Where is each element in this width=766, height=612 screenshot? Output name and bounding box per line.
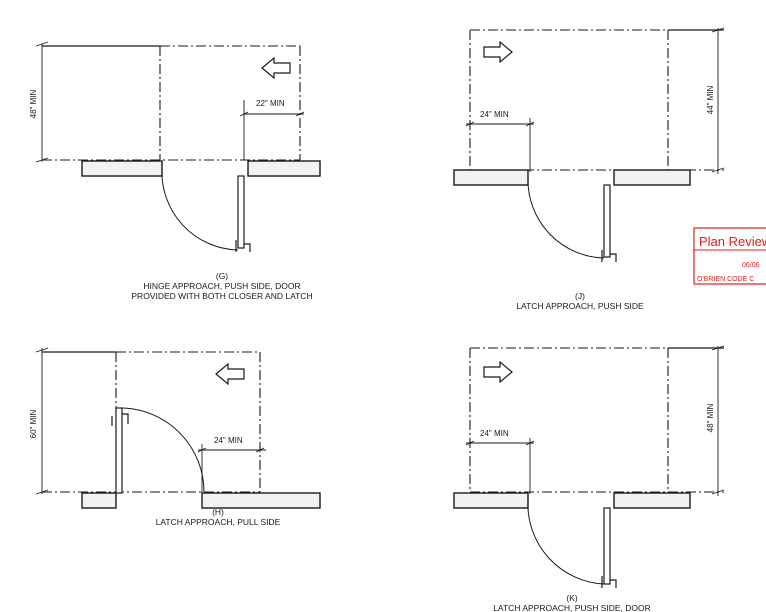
diagram-j: 44" MIN 24" MIN (J) LATCH APPROACH, PUSH… xyxy=(453,27,725,311)
depth-label-h: 60" MIN xyxy=(29,409,38,438)
direction-arrow-j xyxy=(483,40,513,64)
wall-left-h xyxy=(81,492,117,509)
caption-label-k: (K) xyxy=(566,593,578,603)
depth-label-j: 44" MIN xyxy=(706,85,715,114)
wall-left-g xyxy=(81,160,163,177)
caption-title-k: LATCH APPROACH, PUSH SIDE, DOOR xyxy=(493,603,651,612)
wall-right-j xyxy=(613,169,691,186)
caption-title-g: HINGE APPROACH, PUSH SIDE, DOOR xyxy=(143,281,300,291)
clear-label-g: 22" MIN xyxy=(256,99,285,108)
door-leaf-h xyxy=(115,407,123,494)
diagram-g: 48" MIN 22" MIN (G) HINGE APPROACH, PUSH… xyxy=(29,41,321,301)
diagram-h: 60" MIN 24" MIN (H) LATCH APPROACH, PULL… xyxy=(29,347,321,527)
caption-title-j: LATCH APPROACH, PUSH SIDE xyxy=(516,301,644,311)
clear-label-j: 24" MIN xyxy=(480,110,509,119)
diagram-k: 48" MIN 24" MIN (K) LATCH APPROACH, PUSH… xyxy=(453,345,725,612)
wall-right-k xyxy=(613,492,691,509)
door-swing-arc-j xyxy=(527,177,605,259)
door-leaf-g xyxy=(237,175,245,249)
caption-subtitle-g: PROVIDED WITH BOTH CLOSER AND LATCH xyxy=(131,291,312,301)
depth-label-k: 48" MIN xyxy=(706,403,715,432)
stamp-date: 06/06 xyxy=(742,262,760,269)
door-handle-j xyxy=(601,250,617,262)
door-handle-k xyxy=(601,576,617,588)
direction-arrow-h xyxy=(215,362,245,386)
caption-title-h: LATCH APPROACH, PULL SIDE xyxy=(156,517,281,527)
caption-label-h: (H) xyxy=(212,507,224,517)
stamp-company: O'BRIEN CODE C xyxy=(697,276,754,283)
plan-review-stamp: Plan Review 06/06 O'BRIEN CODE C xyxy=(693,227,766,285)
door-leaf-k xyxy=(603,507,611,585)
door-swing-arc-k xyxy=(527,499,605,585)
caption-label-j: (J) xyxy=(575,291,585,301)
door-handle-h xyxy=(111,413,129,426)
wall-right-h xyxy=(201,492,321,509)
clear-label-h: 24" MIN xyxy=(214,436,243,445)
caption-label-g: (G) xyxy=(216,271,228,281)
stamp-title: Plan Review xyxy=(699,234,766,249)
direction-arrow-k xyxy=(483,360,513,384)
wall-right-g xyxy=(247,160,321,177)
door-swing-arc-h xyxy=(121,407,205,493)
depth-label-g: 48" MIN xyxy=(29,89,38,118)
wall-left-j xyxy=(453,169,529,186)
wall-left-k xyxy=(453,492,529,509)
door-leaf-j xyxy=(603,184,611,258)
door-swing-arc-g xyxy=(161,167,239,251)
direction-arrow-g xyxy=(261,56,291,80)
door-handle-g xyxy=(235,240,251,252)
clear-label-k: 24" MIN xyxy=(480,429,509,438)
